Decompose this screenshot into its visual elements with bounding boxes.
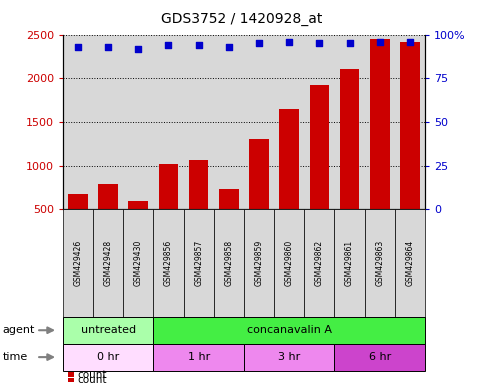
Text: 0 hr: 0 hr xyxy=(97,352,119,362)
Bar xyxy=(68,194,88,253)
Bar xyxy=(219,189,239,253)
Text: 3 hr: 3 hr xyxy=(278,352,300,362)
Point xyxy=(195,42,202,48)
Point xyxy=(406,38,414,45)
Text: 6 hr: 6 hr xyxy=(369,352,391,362)
Bar xyxy=(340,69,359,253)
Text: GSM429426: GSM429426 xyxy=(73,240,83,286)
Bar xyxy=(279,109,299,253)
Point xyxy=(225,44,233,50)
Text: GSM429859: GSM429859 xyxy=(255,240,264,286)
Text: GSM429864: GSM429864 xyxy=(405,240,414,286)
Text: agent: agent xyxy=(2,325,35,335)
Text: GDS3752 / 1420928_at: GDS3752 / 1420928_at xyxy=(161,12,322,25)
Bar xyxy=(310,85,329,253)
Bar xyxy=(249,139,269,253)
Text: GSM429857: GSM429857 xyxy=(194,240,203,286)
Point xyxy=(315,40,323,46)
Bar xyxy=(128,202,148,253)
Text: GSM429856: GSM429856 xyxy=(164,240,173,286)
Point xyxy=(346,40,354,46)
Text: GSM429863: GSM429863 xyxy=(375,240,384,286)
Bar xyxy=(370,39,390,253)
Point xyxy=(134,45,142,51)
Point xyxy=(255,40,263,46)
Text: 1 hr: 1 hr xyxy=(187,352,210,362)
Point xyxy=(285,38,293,45)
Bar xyxy=(158,164,178,253)
Text: time: time xyxy=(2,352,28,362)
Bar xyxy=(189,161,209,253)
Point xyxy=(74,44,82,50)
Text: GSM429860: GSM429860 xyxy=(284,240,294,286)
Bar xyxy=(98,184,118,253)
Text: GSM429862: GSM429862 xyxy=(315,240,324,286)
Point xyxy=(376,38,384,45)
Text: count: count xyxy=(78,369,107,380)
Text: GSM429430: GSM429430 xyxy=(134,240,143,286)
Text: GSM429858: GSM429858 xyxy=(224,240,233,286)
Bar xyxy=(400,41,420,253)
Point xyxy=(104,44,112,50)
Text: untreated: untreated xyxy=(81,325,136,335)
Text: GSM429861: GSM429861 xyxy=(345,240,354,286)
Text: count: count xyxy=(78,375,107,384)
Point xyxy=(165,42,172,48)
Text: GSM429428: GSM429428 xyxy=(103,240,113,286)
Text: concanavalin A: concanavalin A xyxy=(247,325,332,335)
